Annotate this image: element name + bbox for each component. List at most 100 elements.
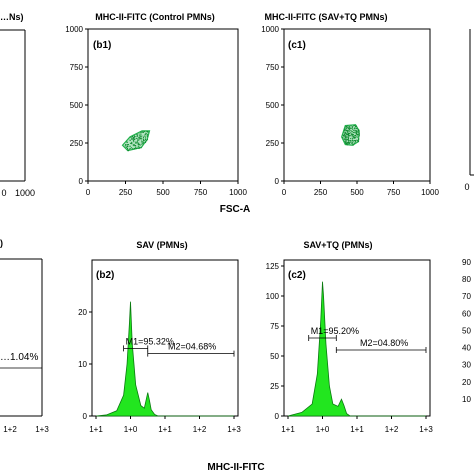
b1-event-dot <box>142 143 144 145</box>
b1-x-tick-label: 500 <box>156 188 170 197</box>
b2-marker-label: M1=95.32% <box>126 336 174 346</box>
b1-event-dot <box>146 133 148 135</box>
b1-event-dot <box>135 137 137 139</box>
c1-event-dot <box>342 134 344 136</box>
c1-event-dot <box>356 130 358 132</box>
c1-event-dot <box>354 125 356 127</box>
c1-event-dot <box>345 131 347 133</box>
c1-event-dot <box>345 138 347 140</box>
c1-event-dot <box>346 130 348 132</box>
panel-c1-title: MHC-II-FITC (SAV+TQ PMNs) <box>264 12 387 22</box>
b1-event-dot <box>131 138 133 140</box>
c1-event-dot <box>350 142 352 144</box>
b1-event-dot <box>137 142 139 144</box>
c1-event-dot <box>347 138 349 140</box>
c1-event-dot <box>346 139 348 141</box>
c1-event-dot <box>351 134 353 136</box>
b1-event-dot <box>145 136 147 138</box>
c1-event-dot <box>352 143 354 145</box>
c1-x-tick-label: 0 <box>282 188 287 197</box>
b1-event-dot <box>133 144 135 146</box>
panel-b1-panel-label: (b1) <box>93 40 111 51</box>
b1-event-dot <box>137 142 139 144</box>
c1-event-dot <box>355 131 357 133</box>
d2-y-tick-label: 80 <box>462 275 471 284</box>
c1-event-dot <box>344 141 346 143</box>
b1-event-dot <box>141 141 143 143</box>
b1-event-dot <box>138 143 140 145</box>
c2-x-tick-label: 1+1 <box>350 425 364 434</box>
c1-x-tick-label: 500 <box>350 188 364 197</box>
c1-event-dot <box>352 131 354 133</box>
c1-event-dot <box>344 137 346 139</box>
c1-event-dot <box>355 140 357 142</box>
c1-event-dot <box>347 141 349 143</box>
panel-a2-marker-label: …1.04% <box>0 352 38 363</box>
b1-event-dot <box>145 140 147 142</box>
b1-event-dot <box>131 138 133 140</box>
c1-event-dot <box>346 143 348 145</box>
c1-event-dot <box>345 137 347 139</box>
b1-event-dot <box>140 137 142 139</box>
c1-event-dot <box>358 134 360 136</box>
panel-a2-x-tick-label: 1+2 <box>3 425 17 434</box>
b1-event-dot <box>141 140 143 142</box>
c1-event-dot <box>353 128 355 130</box>
c1-y-tick-label: 250 <box>266 139 280 148</box>
c1-event-dot <box>348 126 350 128</box>
panel-c2-x-ticks: 1+1 1+0 1+1 1+2 1+3 <box>281 416 433 434</box>
b1-event-dot <box>135 145 137 147</box>
c1-event-dot <box>346 144 348 146</box>
c2-y-tick-label: 0 <box>275 412 280 421</box>
c1-event-dot <box>347 139 349 141</box>
b1-event-dot <box>129 148 131 150</box>
c1-event-dot <box>345 142 347 144</box>
b1-event-dot <box>140 147 142 149</box>
c1-event-dot <box>349 126 351 128</box>
b1-event-dot <box>132 144 134 146</box>
b1-event-dot <box>125 144 127 146</box>
c1-event-dot <box>350 140 352 142</box>
b1-event-dot <box>139 135 141 137</box>
c1-event-dot <box>357 129 359 131</box>
c1-event-dot <box>350 138 352 140</box>
c1-event-dot <box>358 129 360 131</box>
panel-a2: …1.04% 1+2 1+3 ) <box>0 238 49 434</box>
c1-event-dot <box>355 128 357 130</box>
b1-event-dot <box>126 144 128 146</box>
c1-event-dot <box>347 134 349 136</box>
panel-b2-x-ticks: 1+1 1+0 1+1 1+2 1+3 <box>89 416 241 434</box>
b1-event-dot <box>142 141 144 143</box>
c1-event-dot <box>352 140 354 142</box>
b1-event-dot <box>136 142 138 144</box>
b1-event-dot <box>137 144 139 146</box>
c1-event-dot <box>352 134 354 136</box>
panel-a1: …Ns) 0 1000 <box>0 12 35 198</box>
c1-event-dot <box>351 138 353 140</box>
c1-event-dot <box>353 129 355 131</box>
c1-event-dot <box>352 128 354 130</box>
b1-event-dot <box>133 148 135 150</box>
panel-a2-edge-label: ) <box>0 238 3 248</box>
c1-event-dot <box>350 129 352 131</box>
b1-event-dot <box>143 140 145 142</box>
b1-y-tick-label: 500 <box>70 101 84 110</box>
c1-event-dot <box>346 142 348 144</box>
panel-d1-x-tick-label: 0 <box>464 182 469 192</box>
b1-event-dot <box>144 137 146 139</box>
c1-event-dot <box>347 127 349 129</box>
b1-event-dot <box>131 148 133 150</box>
b1-event-dot <box>132 136 134 138</box>
b1-event-dot <box>139 144 141 146</box>
c1-event-dot <box>347 135 349 137</box>
b1-event-dot <box>140 135 142 137</box>
c1-event-dot <box>355 136 357 138</box>
c2-marker-label: M2=04.80% <box>360 338 408 348</box>
b1-event-dot <box>140 136 142 138</box>
c1-event-dot <box>357 131 359 133</box>
c1-event-dot <box>346 136 348 138</box>
c1-event-dot <box>346 139 348 141</box>
c1-event-dot <box>356 133 358 135</box>
b1-event-dot <box>140 133 142 135</box>
